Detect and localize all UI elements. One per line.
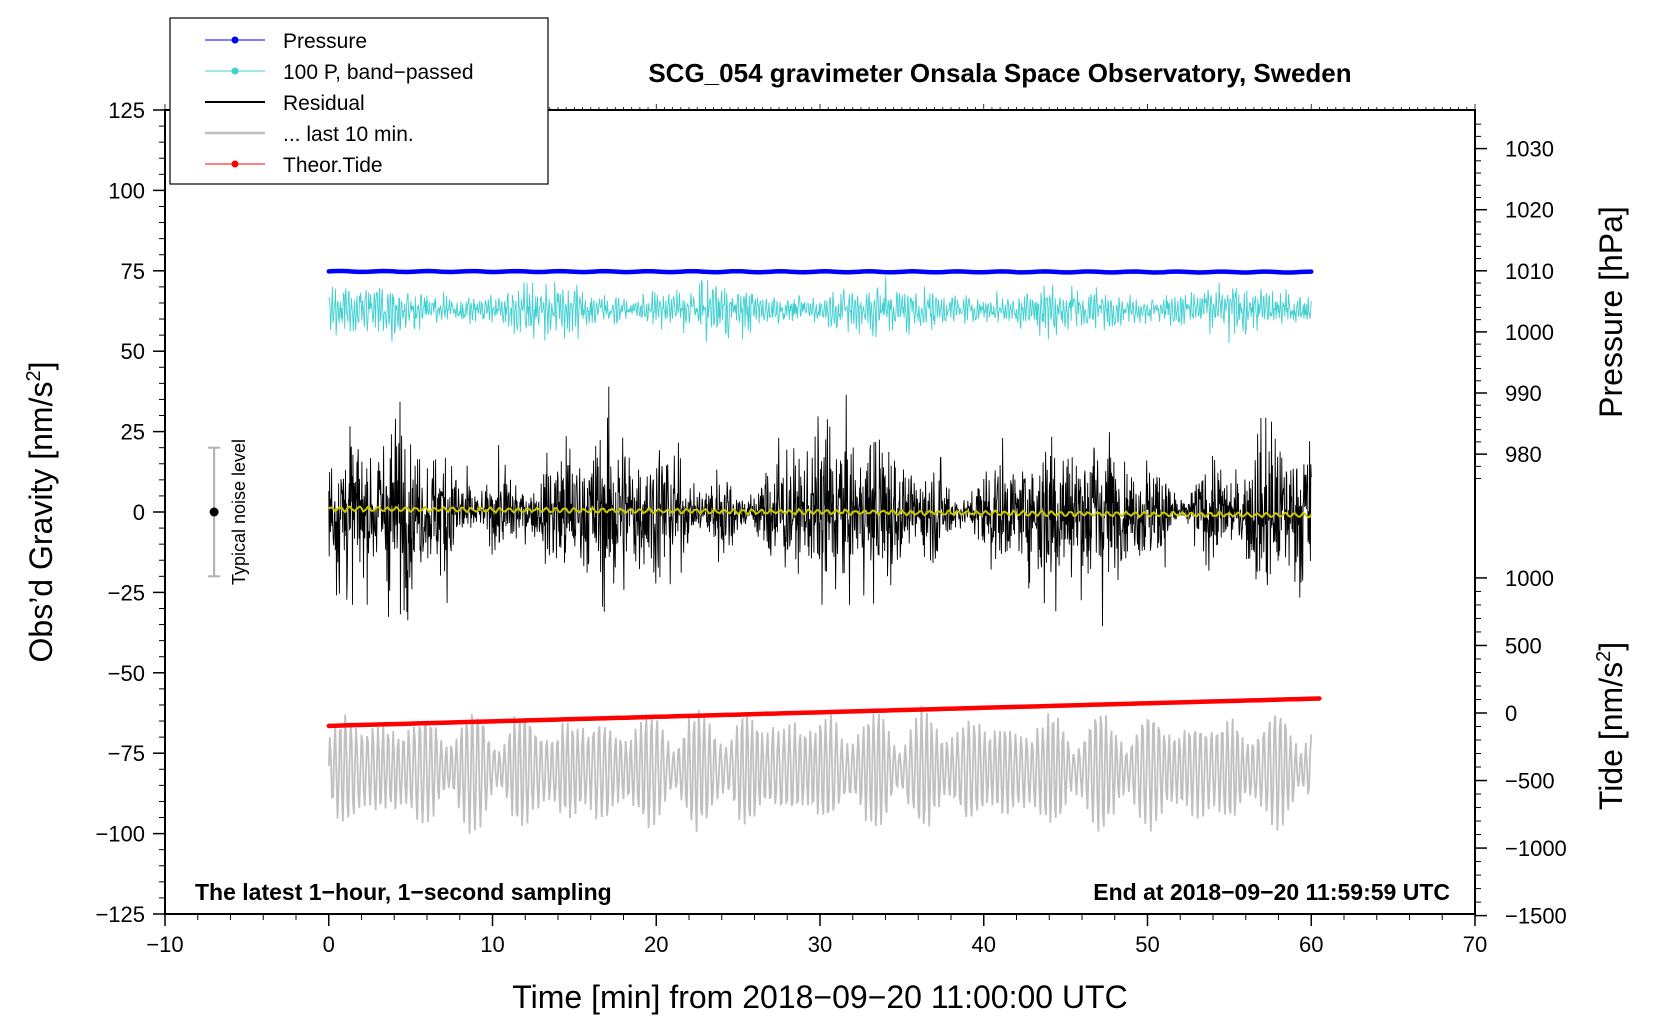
y-tick-label: 50: [121, 339, 145, 364]
y-tick-label: −50: [108, 661, 145, 686]
chart-title: SCG_054 gravimeter Onsala Space Observat…: [648, 58, 1351, 88]
legend-label-pressure: Pressure: [283, 30, 367, 53]
x-tick-label: −10: [146, 932, 183, 957]
legend-item-theor-tide: Theor.Tide: [205, 154, 383, 177]
legend-item-pressure: Pressure: [205, 30, 367, 53]
legend-label-band-passed: 100 P, band−passed: [283, 61, 474, 84]
y-tick-label: 75: [121, 259, 145, 284]
series-theor-tide: [326, 696, 1322, 729]
y-tick-label: 125: [108, 98, 145, 123]
x-axis-title: Time [min] from 2018−09−20 11:00:00 UTC: [512, 979, 1127, 1015]
y-tick-label: −100: [95, 822, 145, 847]
y-axis-tide: 1000 500 0 −500 −1000 −1500: [1475, 566, 1567, 929]
y-axis-title-tide-text: Tide [nm/s: [1593, 662, 1629, 810]
legend-label-theor-tide: Theor.Tide: [283, 154, 383, 177]
tide-tick-label: −1000: [1505, 836, 1567, 861]
y-axis-pressure: 1030 1020 1010 1000 990 980: [1475, 123, 1554, 480]
tide-tick-label: −500: [1505, 769, 1555, 794]
tide-tick-label: 1000: [1505, 566, 1554, 591]
y-axis-title-tide: Tide [nm/s2]: [1593, 642, 1629, 810]
y-axis-gravity: 125 100 75 50 25 0 −25 −50 −75 −100 −125: [95, 98, 165, 927]
x-tick-label: 70: [1463, 932, 1487, 957]
series-residual-mean: [328, 505, 1313, 519]
x-tick-label: 0: [323, 932, 335, 957]
legend-item-band-passed: 100 P, band−passed: [205, 61, 474, 84]
y-axis-title-gravity-close: ]: [23, 362, 59, 371]
series-residual: [328, 386, 1312, 627]
legend-label-residual: Residual: [283, 92, 365, 115]
tide-tick-label: −1500: [1505, 904, 1567, 929]
x-tick-label: 20: [644, 932, 668, 957]
x-axis: −10 0 10 20 30 40 50 60 70: [146, 914, 1487, 957]
annotation-sampling: The latest 1−hour, 1−second sampling: [195, 879, 612, 905]
y-tick-label: 100: [108, 178, 145, 203]
y-axis-title-gravity: Obs’d Gravity [nm/s2]: [23, 362, 59, 663]
y-axis-title-pressure: Pressure [hPa]: [1593, 206, 1629, 418]
series-band-passed: [328, 276, 1312, 344]
y-tick-label: −125: [95, 902, 145, 927]
pressure-tick-label: 990: [1505, 381, 1542, 406]
series-last-10-min: [327, 705, 1313, 834]
y-axis-title-tide-close: ]: [1593, 642, 1629, 651]
x-tick-label: 40: [972, 932, 996, 957]
x-tick-label: 30: [808, 932, 832, 957]
y-tick-label: 25: [121, 420, 145, 445]
pressure-tick-label: 1020: [1505, 198, 1554, 223]
series-pressure: [326, 268, 1314, 275]
y-tick-label: −75: [108, 741, 145, 766]
legend-dot-pressure: [231, 36, 239, 44]
noise-bar-center: [209, 507, 219, 517]
x-tick-label: 50: [1135, 932, 1159, 957]
tide-tick-label: 500: [1505, 633, 1542, 658]
legend-item-last-10-min: ... last 10 min.: [205, 123, 414, 146]
legend-label-last-10-min: ... last 10 min.: [283, 123, 414, 146]
tide-tick-label: 0: [1505, 701, 1517, 726]
pressure-tick-label: 1030: [1505, 137, 1554, 162]
x-tick-label: 10: [480, 932, 504, 957]
noise-level-bar: [208, 446, 221, 578]
legend: Pressure 100 P, band−passed Residual ...…: [169, 17, 549, 185]
y-tick-label: −25: [108, 580, 145, 605]
pressure-tick-label: 1000: [1505, 320, 1554, 345]
y-axis-title-gravity-sup: 2: [23, 370, 45, 381]
y-axis-title-gravity-text: Obs’d Gravity [nm/s: [23, 382, 59, 663]
series-layer: [326, 268, 1322, 834]
pressure-tick-label: 980: [1505, 442, 1542, 467]
legend-dot-theor-tide: [231, 160, 239, 168]
legend-dot-band-passed: [231, 67, 239, 75]
legend-item-residual: Residual: [205, 92, 365, 115]
noise-level-label: Typical noise level: [229, 439, 249, 585]
annotation-end-time: End at 2018−09−20 11:59:59 UTC: [1093, 879, 1450, 905]
x-tick-label: 60: [1299, 932, 1323, 957]
y-axis-title-tide-sup: 2: [1593, 651, 1615, 662]
pressure-tick-label: 1010: [1505, 259, 1554, 284]
y-tick-label: 0: [133, 500, 145, 525]
